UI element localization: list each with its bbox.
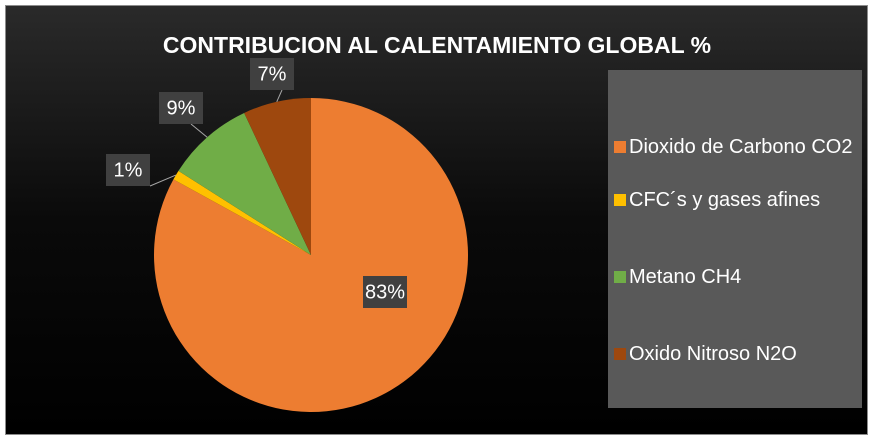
data-label: 7% [258,63,287,85]
data-label: 83% [365,281,405,303]
pie-slice [244,98,311,255]
legend-swatch [614,348,626,360]
legend-label: Dioxido de Carbono CO2 [629,136,853,158]
data-label-box [250,58,294,90]
legend-swatch [614,271,626,283]
data-label: 1% [114,159,143,181]
legend-entry: CFC´s y gases afines [614,187,854,213]
data-label: 9% [167,97,196,119]
legend-label: Oxido Nitroso N2O [629,343,797,365]
legend-swatch [614,141,626,153]
legend-entry: Oxido Nitroso N2O [614,341,854,367]
pie-slice [178,112,311,255]
pie-slice [173,170,311,255]
legend: Dioxido de Carbono CO2 CFC´s y gases afin… [608,70,862,408]
legend-label: CFC´s y gases afines [629,189,821,211]
legend-entry: Metano CH4 [614,264,854,290]
leader-line [149,174,177,187]
data-label-box [159,92,203,124]
data-label-box [106,154,150,186]
leader-line [190,123,208,138]
chart-title: CONTRIBUCION AL CALENTAMIENTO GLOBAL % [163,32,711,58]
legend-entry: Dioxido de Carbono CO2 [614,134,854,160]
leader-line [276,89,283,102]
legend-swatch [614,194,626,206]
data-label-box [363,276,407,308]
legend-label: Metano CH4 [629,266,742,288]
